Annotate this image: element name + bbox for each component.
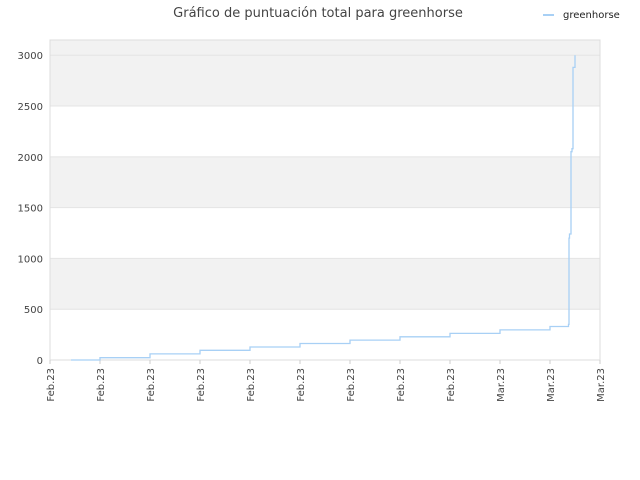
plot-band <box>50 40 600 56</box>
y-tick-label: 3000 <box>18 51 43 62</box>
x-tick-label: Feb.23 <box>96 368 107 402</box>
series-line-greenhorse <box>71 55 576 361</box>
x-tick-label: Mar.23 <box>596 368 607 402</box>
x-tick-label: Mar.23 <box>546 368 557 402</box>
legend-label: greenhorse <box>563 10 620 21</box>
plot-band <box>50 207 600 259</box>
series-layer <box>71 55 576 361</box>
x-tick-label: Feb.23 <box>146 368 157 402</box>
plot-frame <box>49 39 601 361</box>
plot-band <box>50 309 600 360</box>
x-tick-label: Feb.23 <box>46 368 57 402</box>
x-tick-label: Feb.23 <box>296 368 307 402</box>
plot-band <box>50 258 600 310</box>
chart-title: Gráfico de puntuación total para greenho… <box>173 6 463 21</box>
x-tick-label: Feb.23 <box>446 368 457 402</box>
x-tick-label: Feb.23 <box>396 368 407 402</box>
y-tick-label: 500 <box>24 305 43 316</box>
y-axis: 0 500 1000 1500 2000 2500 3000 <box>18 51 43 367</box>
y-tick-label: 1500 <box>18 204 43 215</box>
plot-band <box>50 55 600 107</box>
y-tick-label: 2000 <box>18 153 43 164</box>
plot-band <box>50 106 600 157</box>
legend: greenhorse <box>543 10 620 21</box>
y-tick-label: 2500 <box>18 102 43 113</box>
x-tick-label: Feb.23 <box>246 368 257 402</box>
plot-bands <box>50 40 600 360</box>
x-tick-label: Mar.23 <box>496 368 507 402</box>
x-tick-label: Feb.23 <box>346 368 357 402</box>
x-axis: Feb.23 Feb.23 Feb.23 Feb.23 Feb.23 Feb.23 Feb.… <box>46 360 607 402</box>
x-tick-label: Feb.23 <box>196 368 207 402</box>
y-tick-label: 1000 <box>18 254 43 265</box>
plot-band <box>50 156 600 208</box>
y-tick-label: 0 <box>37 356 43 367</box>
